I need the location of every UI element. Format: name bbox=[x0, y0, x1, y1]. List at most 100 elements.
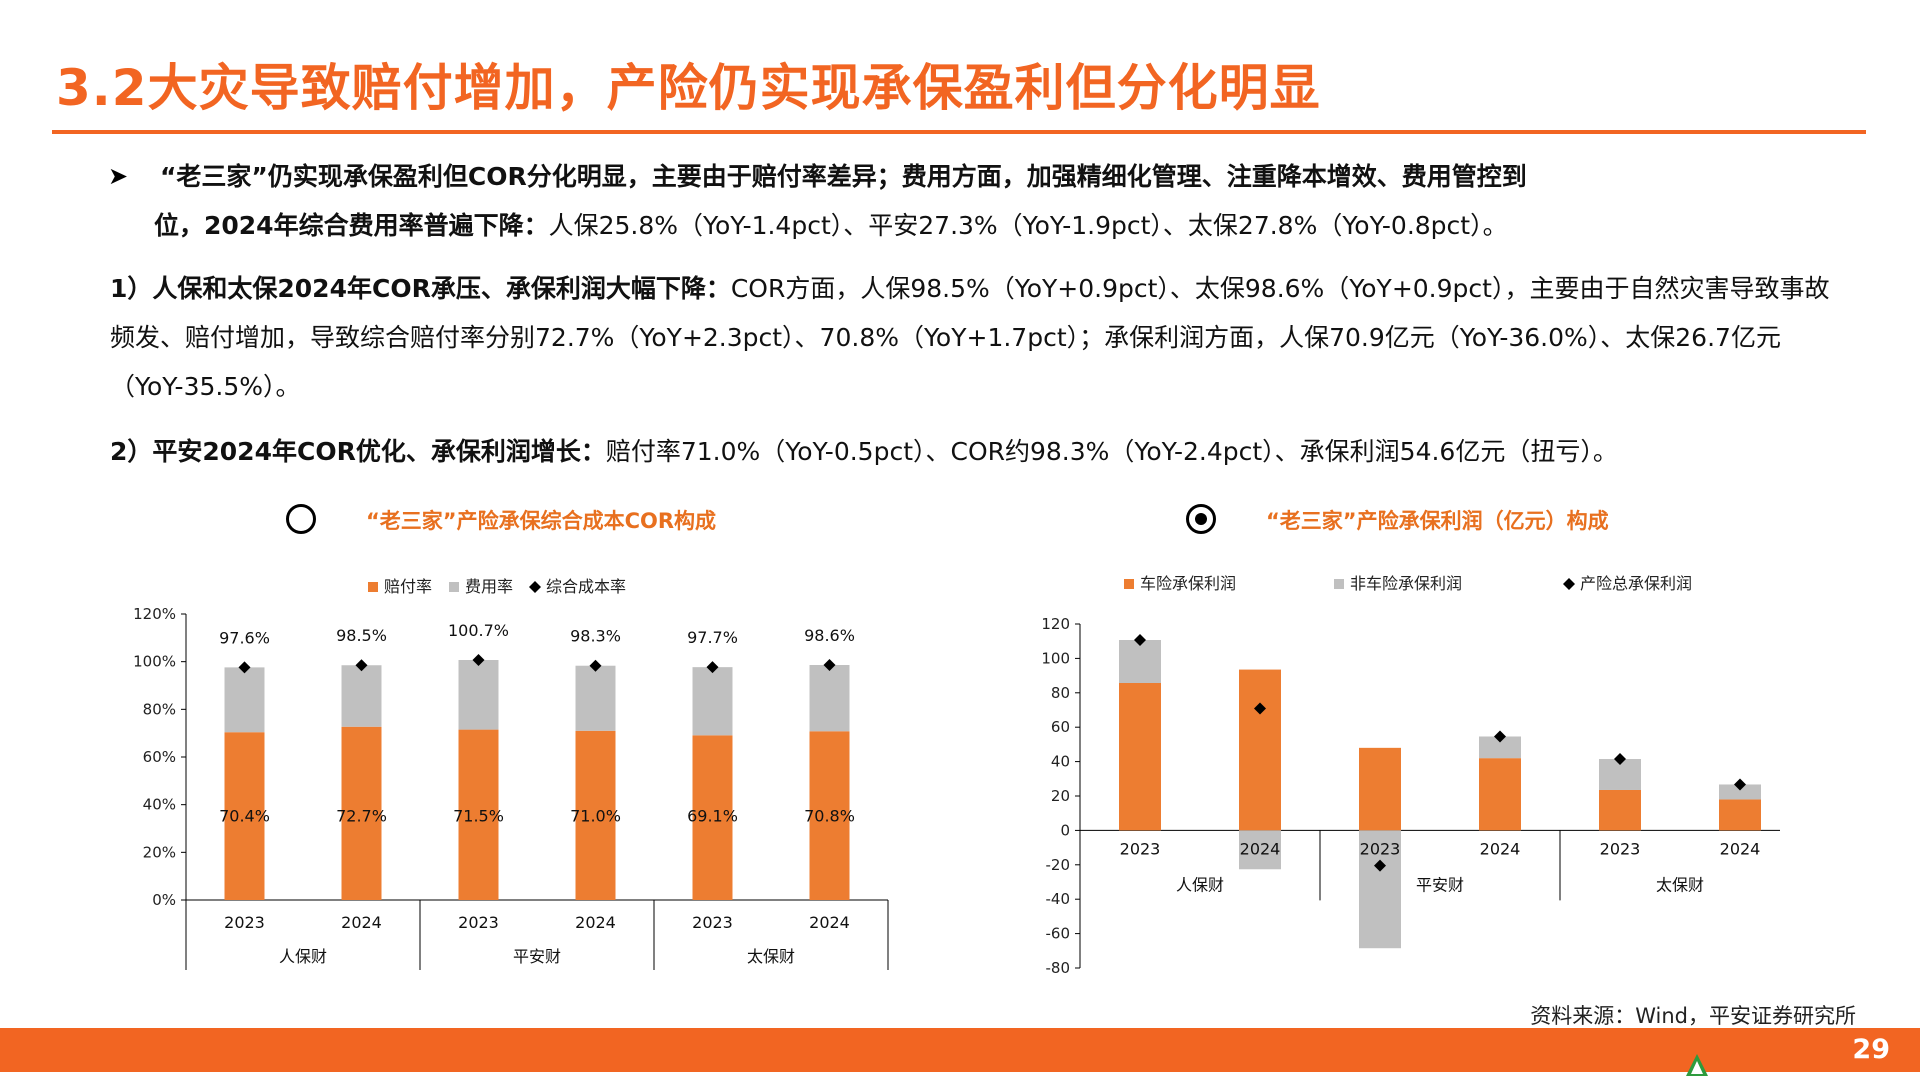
underwriting-profit-chart: 车险承保利润 非车险承保利润 产险总承保利润 -80 -60 -40 -20 0 20 40 60 8… bbox=[1041, 574, 1780, 977]
title-rule bbox=[52, 130, 1866, 134]
bar-auto-profit bbox=[1239, 669, 1281, 831]
bar-nonauto-profit bbox=[1719, 784, 1761, 800]
x-tick-label: 2023 bbox=[1600, 839, 1641, 858]
total-profit-marker bbox=[1374, 859, 1386, 872]
legend-diamond bbox=[1563, 578, 1575, 590]
legend-label: 车险承保利润 bbox=[1140, 574, 1236, 593]
bar-nonauto-profit bbox=[1239, 830, 1281, 870]
bar-auto-profit bbox=[1479, 758, 1521, 831]
legend-swatch bbox=[449, 582, 459, 592]
group-label: 平安财 bbox=[1416, 875, 1464, 894]
total-profit-marker bbox=[1134, 633, 1146, 646]
cor-label: 100.7% bbox=[448, 621, 509, 640]
chart1-radio[interactable] bbox=[286, 504, 316, 534]
x-tick-label: 2024 bbox=[575, 913, 616, 932]
legend-swatch bbox=[368, 582, 378, 592]
bar-loss-ratio bbox=[692, 735, 733, 900]
y-tick-label: -40 bbox=[1046, 890, 1071, 908]
x-tick-label: 2023 bbox=[1120, 839, 1161, 858]
bar-expense-ratio bbox=[809, 665, 850, 732]
legend-label: 综合成本率 bbox=[546, 577, 626, 596]
x-tick-label: 2024 bbox=[1240, 839, 1281, 858]
bar-expense-ratio bbox=[458, 659, 499, 730]
cor-marker bbox=[238, 661, 251, 674]
legend-swatch bbox=[1334, 579, 1344, 589]
bar-nonauto-profit bbox=[1119, 639, 1161, 683]
bar-expense-ratio bbox=[224, 667, 265, 733]
x-tick-label: 2023 bbox=[1360, 839, 1401, 858]
legend-swatch bbox=[1124, 579, 1134, 589]
group-label: 太保财 bbox=[1656, 875, 1704, 894]
total-profit-marker bbox=[1614, 753, 1626, 766]
bar-loss-ratio bbox=[575, 730, 616, 900]
x-tick-label: 2023 bbox=[458, 913, 499, 932]
y-tick-label: -20 bbox=[1046, 856, 1071, 874]
y-tick-label: 40 bbox=[1051, 753, 1070, 771]
cor-label: 98.5% bbox=[336, 626, 387, 645]
source-note: 资料来源：Wind，平安证券研究所 bbox=[1530, 1004, 1856, 1028]
p2-bold: 2）平安2024年COR优化、承保利润增长： bbox=[110, 437, 606, 466]
y-tick-label: 20 bbox=[1051, 787, 1070, 805]
legend-label: 赔付率 bbox=[384, 577, 432, 596]
loss-ratio-label: 71.0% bbox=[570, 806, 621, 825]
cor-marker bbox=[472, 653, 485, 666]
bar-loss-ratio bbox=[341, 726, 382, 900]
y-tick-label: 120% bbox=[133, 605, 176, 623]
y-tick-label: 80% bbox=[143, 700, 176, 718]
y-tick-label: 100% bbox=[133, 653, 176, 671]
bullet-arrow-icon: ➤ bbox=[108, 162, 129, 190]
y-tick-label: 60% bbox=[143, 748, 176, 766]
legend-diamond bbox=[529, 581, 541, 593]
bar-auto-profit bbox=[1359, 747, 1401, 831]
loss-ratio-label: 70.8% bbox=[804, 806, 855, 825]
loss-ratio-label: 69.1% bbox=[687, 806, 738, 825]
bar-expense-ratio bbox=[575, 665, 616, 731]
total-profit-marker bbox=[1254, 702, 1266, 715]
y-tick-label: -80 bbox=[1046, 959, 1071, 977]
y-tick-label: 40% bbox=[143, 796, 176, 814]
p1-rest: COR方面，人保98.5%（YoY+0.9pct）、太保98.6%（YoY+0.… bbox=[110, 274, 1830, 401]
cor-marker bbox=[823, 659, 836, 672]
group-label: 平安财 bbox=[513, 947, 561, 966]
x-tick-label: 2024 bbox=[809, 913, 850, 932]
bar-expense-ratio bbox=[341, 665, 382, 727]
paragraph-2: 2）平安2024年COR优化、承保利润增长：赔付率71.0%（YoY-0.5pc… bbox=[110, 427, 1850, 476]
cor-marker bbox=[706, 661, 719, 674]
paragraph-1: 1）人保和太保2024年COR承压、承保利润大幅下降：COR方面，人保98.5%… bbox=[110, 264, 1850, 411]
bullet-paragraph-0: “老三家”仍实现承保盈利但COR分化明显，主要由于赔付率差异；费用方面，加强精细… bbox=[154, 152, 1820, 250]
bar-nonauto-profit bbox=[1479, 736, 1521, 759]
page-title: 3.2大灾导致赔付增加，产险仍实现承保盈利但分化明显 bbox=[56, 59, 1321, 117]
y-tick-label: 0 bbox=[1060, 821, 1070, 839]
legend-label: 费用率 bbox=[465, 577, 513, 596]
b0-line1: “老三家”仍实现承保盈利但COR分化明显，主要由于赔付率差异；费用方面，加强精细… bbox=[160, 162, 1527, 191]
p2-rest: 赔付率71.0%（YoY-0.5pct）、COR约98.3%（YoY-2.4pc… bbox=[605, 437, 1618, 466]
group-label: 太保财 bbox=[747, 947, 795, 966]
bar-loss-ratio bbox=[809, 731, 850, 900]
y-tick-label: 20% bbox=[143, 843, 176, 861]
cor-label: 97.6% bbox=[219, 628, 270, 647]
chart2-title: “老三家”产险承保利润（亿元）构成 bbox=[1266, 509, 1609, 533]
cor-marker bbox=[589, 659, 602, 672]
chart2-radio[interactable] bbox=[1186, 504, 1216, 534]
group-label: 人保财 bbox=[279, 947, 327, 966]
bar-expense-ratio bbox=[692, 667, 733, 736]
logo-icon bbox=[1686, 1054, 1708, 1076]
p1-bold: 1）人保和太保2024年COR承压、承保利润大幅下降： bbox=[110, 274, 731, 303]
b0-line2-bold: 位，2024年综合费用率普遍下降： bbox=[154, 211, 549, 240]
x-tick-label: 2024 bbox=[1480, 839, 1521, 858]
cor-label: 98.3% bbox=[570, 627, 621, 646]
loss-ratio-label: 71.5% bbox=[453, 806, 504, 825]
x-tick-label: 2024 bbox=[341, 913, 382, 932]
x-tick-label: 2024 bbox=[1720, 839, 1761, 858]
cor-label: 98.6% bbox=[804, 626, 855, 645]
x-tick-label: 2023 bbox=[224, 913, 265, 932]
y-tick-label: 100 bbox=[1041, 649, 1070, 667]
y-tick-label: 0% bbox=[152, 891, 176, 909]
page-number: 29 bbox=[1852, 1034, 1890, 1065]
bar-loss-ratio bbox=[458, 729, 499, 900]
footer-bar bbox=[0, 1028, 1920, 1072]
legend-label: 产险总承保利润 bbox=[1580, 574, 1692, 593]
cor-marker bbox=[355, 659, 368, 672]
y-tick-label: -60 bbox=[1046, 925, 1071, 943]
bar-auto-profit bbox=[1119, 682, 1161, 831]
